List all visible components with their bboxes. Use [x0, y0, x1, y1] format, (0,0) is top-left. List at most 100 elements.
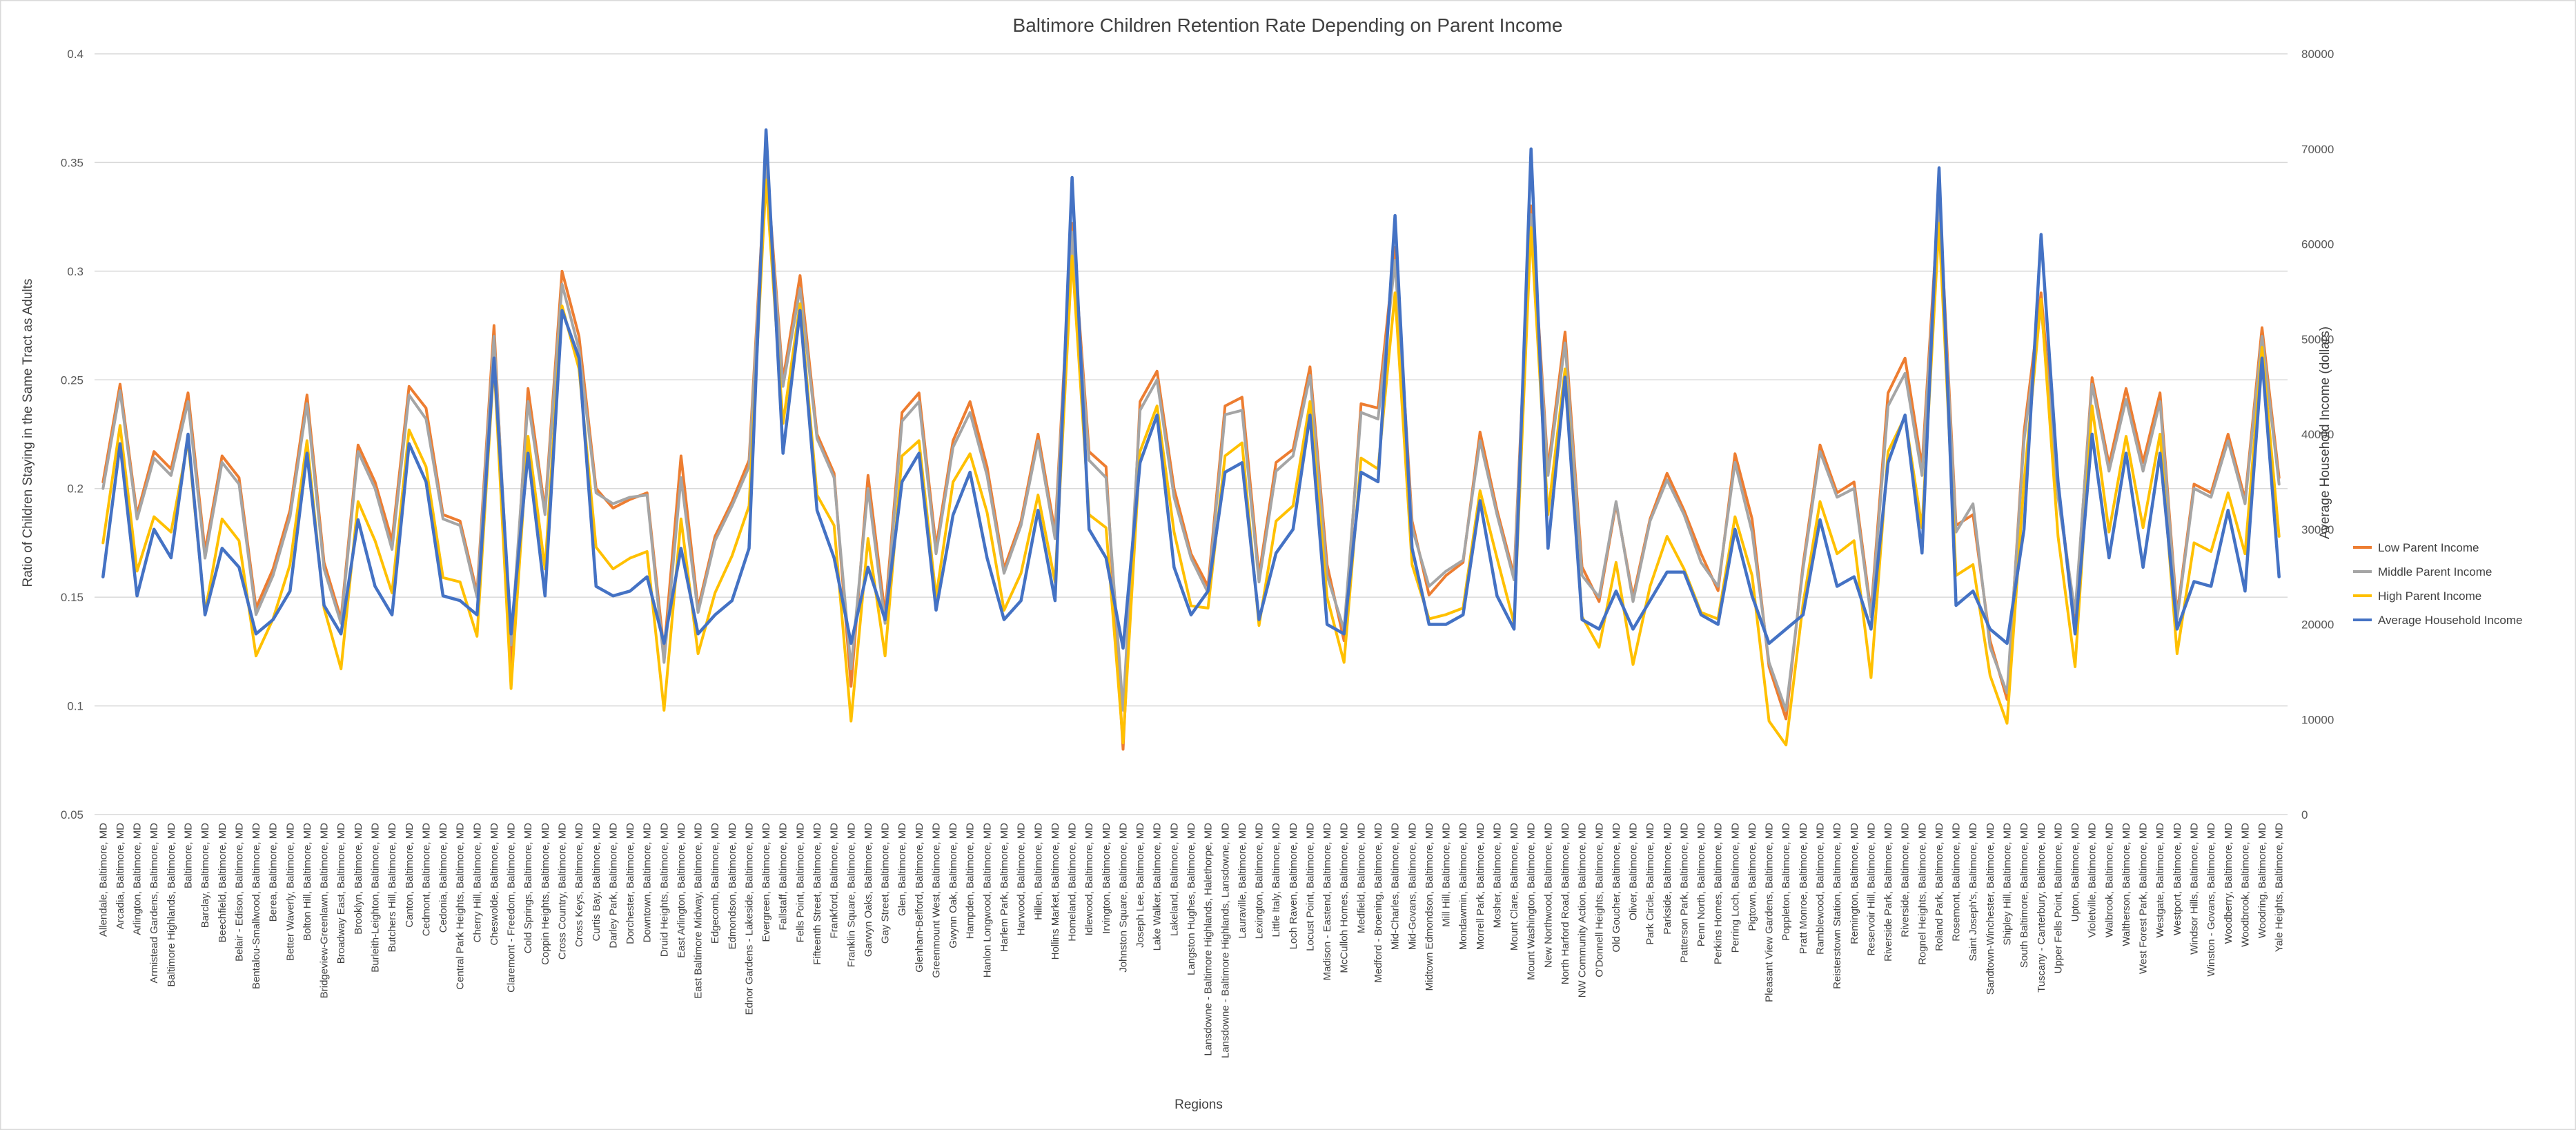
x-tick-label: Cheswolde, Baltimore, MD: [489, 823, 500, 946]
x-tick-label: Gwynn Oak, Baltimore, MD: [947, 823, 959, 948]
x-tick-label: Cross Country, Baltimore, MD: [556, 823, 568, 959]
x-tick-label: Pleasant View Gardens, Baltimore, MD: [1764, 823, 1776, 1002]
legend-label: High Parent Income: [2378, 590, 2481, 603]
x-tick-label: Bentalou-Smallwood, Baltimore, MD: [250, 823, 262, 989]
x-tick-label: Walbrook, Baltimore, MD: [2103, 823, 2115, 937]
x-tick-label: Reisterstown Station, Baltimore, MD: [1831, 823, 1843, 989]
x-tick-label: Shipley Hill, Baltimore, MD: [2002, 823, 2014, 946]
x-tick-label: Baltimore, MD: [182, 823, 194, 888]
x-tick-label: Locust Point, Baltimore, MD: [1304, 823, 1316, 951]
x-tick-label: Curtis Bay, Baltimore, MD: [591, 823, 602, 942]
x-tick-label: Cold Springs, Baltimore, MD: [522, 823, 534, 953]
y-axis-title: Ratio of Children Staying in the Same Tr…: [21, 279, 35, 587]
x-tick-label: South Baltimore, Baltimore, MD: [2018, 823, 2030, 968]
y-tick-label: 0.1: [67, 700, 83, 713]
series-line-middle-parent-income: [101, 165, 2281, 712]
y2-tick-label: 70000: [2301, 143, 2334, 156]
x-tick-label: Parkside, Baltimore, MD: [1662, 823, 1673, 935]
y-tick-label: 0.2: [67, 483, 83, 496]
x-tick-label: Riverside, Baltimore, MD: [1900, 823, 1911, 937]
x-tick-label: Arlington, Baltimore, MD: [132, 823, 144, 935]
x-tick-label: Westport, Baltimore, MD: [2172, 823, 2183, 935]
x-tick-label: Downtown, Baltimore, MD: [642, 823, 653, 943]
x-tick-label: Irvington, Baltimore, MD: [1101, 823, 1112, 934]
x-tick-label: Reservoir Hill, Baltimore, MD: [1865, 823, 1877, 956]
x-tick-label: Lauraville, Baltimore, MD: [1237, 823, 1248, 939]
x-tick-label: Gay Street, Baltimore, MD: [880, 823, 892, 944]
series-line-average-household-income: [101, 128, 2281, 650]
x-tick-label: Sandtown-Winchester, Baltimore, MD: [1985, 823, 1996, 995]
x-tick-label: Hanlon Longwood, Baltimore, MD: [981, 823, 993, 977]
x-tick-label: Tuscany - Canterbury, Baltimore, MD: [2036, 823, 2047, 993]
x-tick-label: Belair - Edison, Baltimore, MD: [233, 823, 245, 962]
x-tick-label: Arcadia, Baltimore, MD: [115, 823, 126, 929]
x-tick-label: Garwyn Oaks, Baltimore, MD: [863, 823, 874, 957]
legend-label: Low Parent Income: [2378, 541, 2479, 554]
x-tick-label: Coppin Heights, Baltimore, MD: [540, 823, 551, 965]
y2-tick-label: 20000: [2301, 618, 2334, 632]
x-tick-label: Medford - Broening, Baltimore, MD: [1373, 823, 1384, 983]
series-lines: [101, 128, 2281, 751]
x-tick-label: Glen, Baltimore, MD: [896, 823, 908, 916]
x-tick-label: Lansdowne - Baltimore Highlands, Lansdow…: [1219, 823, 1231, 1058]
x-tick-label: Morrell Park, Baltimore, MD: [1475, 823, 1486, 950]
y-tick-label: 0.15: [61, 591, 83, 604]
x-tick-label: NW Community Action, Baltimore, MD: [1577, 823, 1589, 998]
x-tick-label: Woodberry, Baltimore, MD: [2223, 823, 2234, 944]
y-tick-label: 0.4: [67, 48, 83, 61]
x-tick-label: Madison - Eastend, Baltimore, MD: [1321, 823, 1333, 981]
x-tick-label: Old Goucher, Baltimore, MD: [1611, 823, 1622, 953]
y2-tick-label: 80000: [2301, 48, 2334, 61]
x-tick-label: Lake Walker, Baltimore, MD: [1152, 823, 1163, 951]
x-tick-label: Perkins Homes, Baltimore, MD: [1713, 823, 1724, 964]
x-tick-label: Edmondson, Baltimore, MD: [727, 823, 738, 950]
x-tick-label: Mosher, Baltimore, MD: [1491, 823, 1503, 928]
x-tick-label: Pratt Monroe, Baltimore, MD: [1798, 823, 1809, 954]
y-tick-label: 0.35: [61, 156, 83, 169]
x-tick-label: Idlewood, Baltimore, MD: [1083, 823, 1095, 936]
x-tick-label: Edgecomb, Baltimore, MD: [709, 823, 721, 944]
x-tick-label: Broadway East, Baltimore, MD: [335, 823, 347, 964]
x-tick-label: Rognel Heights, Baltimore, MD: [1916, 823, 1928, 965]
x-tick-label: Remington, Baltimore, MD: [1849, 823, 1860, 944]
x-tick-label: Poppleton, Baltimore, MD: [1780, 823, 1792, 941]
x-tick-label: Winston - Govans, Baltimore, MD: [2205, 823, 2217, 977]
x-tick-label: Patterson Park, Baltimore, MD: [1678, 823, 1690, 963]
x-tick-label: Langston Hughes, Baltimore, MD: [1186, 823, 1197, 975]
category-axis-labels: Allendale, Baltimore, MD Arcadia, Baltimo…: [97, 823, 2285, 1058]
x-tick-label: Druid Heights, Baltimore, MD: [658, 823, 670, 957]
x-tick-label: Medfield, Baltimore, MD: [1355, 823, 1367, 933]
x-tick-label: Johnston Square, Baltimore, MD: [1117, 823, 1129, 973]
legend-label: Middle Parent Income: [2378, 565, 2492, 578]
y2-axis-title: Average Household Income (dollars): [2318, 327, 2332, 539]
x-tick-label: East Arlington, Baltimore, MD: [676, 823, 687, 958]
x-tick-label: Better Waverly, Baltimore, MD: [284, 823, 296, 961]
x-tick-label: Greenmount West, Baltimore, MD: [930, 823, 942, 978]
left-axis-ticks: 0.05 0.1 0.15 0.2 0.25 0.3 0.35 0.4: [61, 48, 83, 821]
x-tick-label: Canton, Baltimore, MD: [404, 823, 415, 928]
x-tick-label: Ramblewood, Baltimore, MD: [1815, 823, 1827, 955]
x-tick-label: Mount Clare, Baltimore, MD: [1508, 823, 1520, 951]
x-tick-label: Rosemont, Baltimore, MD: [1951, 823, 1963, 942]
x-tick-label: Armistead Gardens, Baltimore, MD: [148, 823, 160, 984]
x-tick-label: Yale Heights, Baltimore, MD: [2274, 823, 2285, 952]
x-tick-label: Cedmont, Baltimore, MD: [420, 823, 432, 936]
x-tick-label: Midtown Edmondson, Baltimore, MD: [1424, 823, 1435, 991]
x-tick-label: Cherry Hill, Baltimore, MD: [471, 823, 483, 943]
x-tick-label: Woodbrook, Baltimore, MD: [2239, 823, 2251, 947]
x-tick-label: Windsor Hills, Baltimore, MD: [2189, 823, 2201, 955]
x-tick-label: Lakeland, Baltimore, MD: [1168, 823, 1180, 936]
legend: Low Parent Income Middle Parent Income Hig…: [2353, 541, 2523, 627]
right-axis-ticks: 0 10000 20000 30000 40000 50000 60000 70000 8000…: [2301, 48, 2334, 821]
x-tick-label: West Forest Park, Baltimore, MD: [2138, 823, 2150, 974]
x-tick-label: Barclay, Baltimore, MD: [199, 823, 211, 928]
x-tick-label: Central Park Heights, Baltimore, MD: [455, 823, 466, 990]
x-tick-label: North Harford Road, Baltimore, MD: [1560, 823, 1571, 984]
x-tick-label: Fallstaff, Baltimore, MD: [778, 823, 789, 931]
x-tick-label: Perring Loch, Baltimore, MD: [1729, 823, 1741, 953]
y2-tick-label: 10000: [2301, 713, 2334, 726]
x-tick-label: Woodring, Baltimore, MD: [2257, 823, 2268, 938]
x-tick-label: McCulloh Homes, Baltimore, MD: [1339, 823, 1350, 973]
